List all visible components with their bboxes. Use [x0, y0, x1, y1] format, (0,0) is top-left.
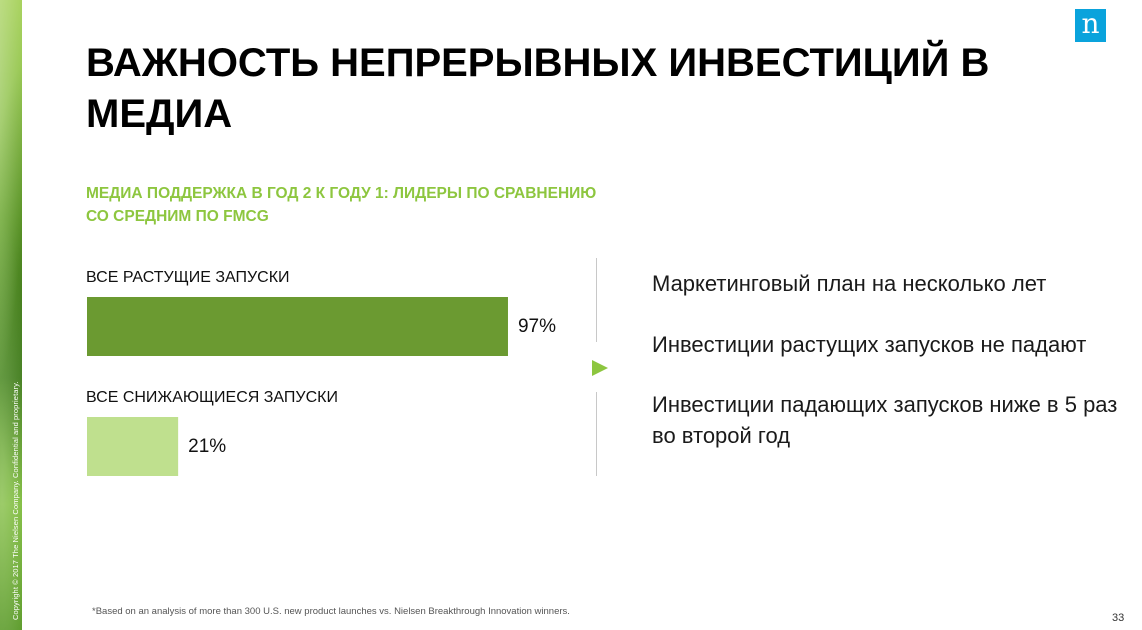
footnote: *Based on an analysis of more than 300 U…	[92, 606, 570, 617]
copyright-text: Copyright © 2017 The Nielsen Company. Co…	[11, 381, 20, 620]
key-point-2: Инвестиции растущих запусков не падают	[652, 332, 1087, 357]
nielsen-logo-icon: n	[1075, 9, 1106, 42]
key-point-3: Инвестиции падающих запусков ниже в 5 ра…	[652, 392, 1118, 448]
category-label: ВСЕ РАСТУЩИЕ ЗАПУСКИ	[86, 269, 290, 286]
key-point-1: Маркетинговый план на несколько лет	[652, 271, 1047, 296]
page-number: 33	[1112, 612, 1125, 624]
chart-subtitle: МЕДИА ПОДДЕРЖКА В ГОД 2 К ГОДУ 1: ЛИДЕРЫ…	[86, 185, 597, 225]
bar-chart: ВСЕ РАСТУЩИЕ ЗАПУСКИ 97% ВСЕ СНИЖАЮЩИЕСЯ З…	[86, 269, 556, 476]
slide-title: ВАЖНОСТЬ НЕПРЕРЫВНЫХ ИНВЕСТИЦИЙ В МЕДИА	[86, 41, 990, 136]
bar	[87, 417, 179, 476]
category-label: ВСЕ СНИЖАЮЩИЕСЯ ЗАПУСКИ	[86, 389, 338, 406]
divider-bottom	[596, 392, 597, 476]
value-label: 21%	[188, 436, 226, 457]
bar	[87, 297, 508, 356]
side-decoration-strip: Copyright © 2017 The Nielsen Company. Co…	[0, 0, 22, 630]
value-label: 97%	[518, 316, 556, 337]
key-points-list: Маркетинговый план на несколько лет Инве…	[652, 268, 1132, 451]
arrow-right-icon	[592, 360, 608, 376]
divider-top	[596, 258, 597, 342]
